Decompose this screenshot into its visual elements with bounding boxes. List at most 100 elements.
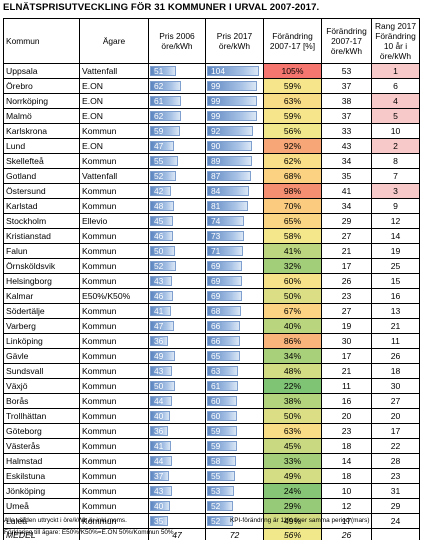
cell-rang: 3	[371, 183, 420, 199]
cell-forandring-ore: 21	[321, 363, 372, 379]
price-value: 43	[154, 366, 164, 376]
cell-forandring-pct: 22%	[263, 378, 322, 394]
table-row: Lund E.ON 47 90 92% 43 2	[3, 138, 420, 154]
cell-forandring-ore: 23	[321, 288, 372, 304]
cell-forandring-pct: 34%	[263, 348, 322, 364]
price-value: 46	[154, 291, 164, 301]
price-value: 92	[211, 126, 221, 136]
price-value: 50	[154, 246, 164, 256]
table-row: Östersund Kommun 42 84 98% 41 3	[3, 183, 420, 199]
cell-pris-2017: 73	[205, 228, 264, 244]
price-bar	[150, 396, 172, 406]
cell-pris-2006: 41	[148, 303, 206, 319]
price-value: 99	[211, 96, 221, 106]
cell-forandring-ore: 20	[321, 408, 372, 424]
table-row: Varberg Kommun 47 66 40% 19 21	[3, 318, 420, 334]
price-bar	[150, 126, 180, 136]
cell-pris-2006: 46	[148, 288, 206, 304]
price-value: 36	[154, 426, 164, 436]
price-bar	[207, 156, 252, 166]
cell-pris-2006: 43	[148, 273, 206, 289]
cell-forandring-ore: 23	[321, 423, 372, 439]
cell-forandring-ore: 16	[321, 393, 372, 409]
cell-pris-2006: 55	[148, 153, 206, 169]
cell-forandring-pct: 50%	[263, 408, 322, 424]
cell-forandring-ore: 14	[321, 453, 372, 469]
table-row: Örnsköldsvik Kommun 52 69 32% 17 25	[3, 258, 420, 274]
price-value: 44	[154, 396, 164, 406]
price-value: 47	[154, 321, 164, 331]
cell-kommun: Södertälje	[3, 303, 80, 319]
cell-kommun: Stockholm	[3, 213, 80, 229]
cell-kommun: Jönköping	[3, 483, 80, 499]
price-value: 51	[154, 66, 164, 76]
price-bar	[150, 171, 176, 181]
cell-pris-2006: 40	[148, 408, 206, 424]
cell-kommun: Varberg	[3, 318, 80, 334]
table-row: Umeå Kommun 40 52 29% 12 29	[3, 498, 420, 514]
price-value: 59	[211, 426, 221, 436]
cell-agare: Kommun	[79, 183, 149, 199]
header-forandring-pct: Förändring 2007-17 [%]	[263, 18, 322, 64]
cell-pris-2006: 36	[148, 423, 206, 439]
price-value: 60	[211, 396, 221, 406]
price-value: 42	[154, 186, 164, 196]
cell-agare: Vattenfall	[79, 63, 149, 79]
price-bar	[207, 471, 235, 481]
cell-forandring-ore: 38	[321, 93, 372, 109]
price-value: 45	[154, 216, 164, 226]
cell-agare: Kommun	[79, 378, 149, 394]
cell-forandring-pct: 65%	[263, 213, 322, 229]
cell-pris-2017: 89	[205, 153, 264, 169]
cell-rang: 1	[371, 63, 420, 79]
cell-pris-2006: 62	[148, 108, 206, 124]
cell-agare: Kommun	[79, 453, 149, 469]
table-row: Karlstad Kommun 48 81 70% 34 9	[3, 198, 420, 214]
cell-forandring-pct: 40%	[263, 318, 322, 334]
cell-forandring-ore: 10	[321, 483, 372, 499]
cell-rang: 21	[371, 318, 420, 334]
cell-agare: Kommun	[79, 498, 149, 514]
cell-kommun: Karlstad	[3, 198, 80, 214]
cell-forandring-pct: 41%	[263, 243, 322, 259]
price-value: 41	[154, 306, 164, 316]
cell-rang: 20	[371, 408, 420, 424]
price-value: 55	[211, 471, 221, 481]
cell-rang: 18	[371, 363, 420, 379]
table-row: Malmö E.ON 62 99 59% 37 5	[3, 108, 420, 124]
cell-agare: Kommun	[79, 123, 149, 139]
cell-pris-2017: 52	[205, 498, 264, 514]
price-value: 81	[211, 201, 221, 211]
price-bar	[207, 261, 242, 271]
cell-forandring-ore: 19	[321, 318, 372, 334]
cell-forandring-pct: 59%	[263, 78, 322, 94]
cell-pris-2017: 69	[205, 273, 264, 289]
cell-agare: Kommun	[79, 393, 149, 409]
cell-kommun: Norrköping	[3, 93, 80, 109]
table-row: Gävle Kommun 49 65 34% 17 26	[3, 348, 420, 364]
cell-forandring-pct: 60%	[263, 273, 322, 289]
cell-agare: Ellevio	[79, 213, 149, 229]
price-value: 104	[211, 66, 225, 76]
cell-pris-2017: 71	[205, 243, 264, 259]
price-value: 37	[154, 471, 164, 481]
table-row: Karlskrona Kommun 59 92 56% 33 10	[3, 123, 420, 139]
cell-kommun: Helsingborg	[3, 273, 80, 289]
cell-pris-2017: 59	[205, 438, 264, 454]
price-bar	[150, 516, 168, 526]
cell-pris-2017: 81	[205, 198, 264, 214]
price-bar	[150, 81, 181, 91]
cell-rang: 26	[371, 348, 420, 364]
price-bar	[150, 471, 169, 481]
table-row: Eskilstuna Kommun 37 55 49% 18 23	[3, 468, 420, 484]
price-value: 73	[211, 231, 221, 241]
header-agare: Ägare	[79, 18, 149, 64]
cell-pris-2017: 66	[205, 318, 264, 334]
cell-rang: 12	[371, 213, 420, 229]
price-bar	[150, 336, 168, 346]
price-value: 48	[154, 201, 164, 211]
price-bar	[207, 411, 237, 421]
cell-pris-2017: 90	[205, 138, 264, 154]
cell-kommun: Borås	[3, 393, 80, 409]
cell-rang: 8	[371, 153, 420, 169]
